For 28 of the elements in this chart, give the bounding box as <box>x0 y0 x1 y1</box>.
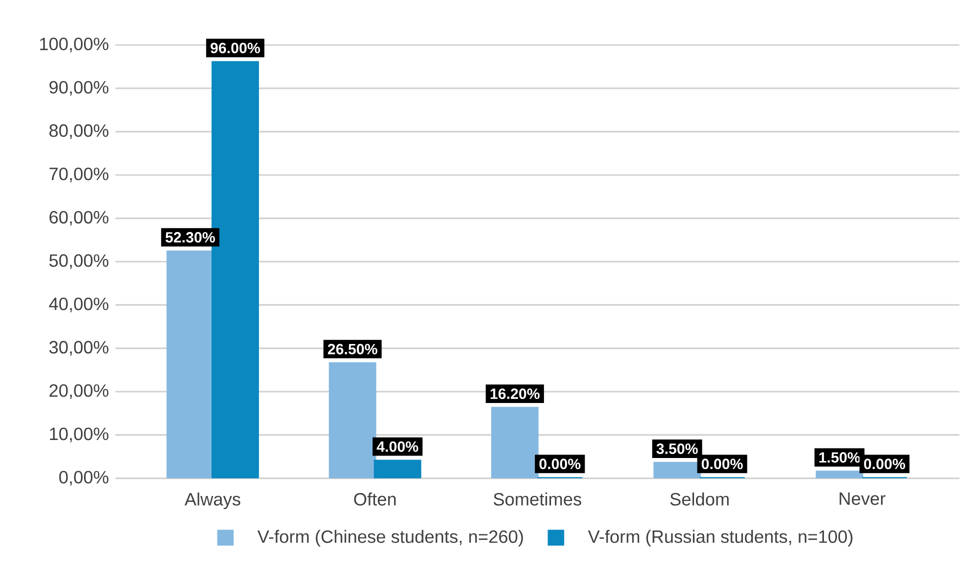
data-label: 0.00% <box>539 458 580 470</box>
data-label: 3.50% <box>656 444 698 454</box>
y-tick-label: 0,00% <box>59 471 108 486</box>
x-tick-label: Sometimes <box>494 492 582 506</box>
x-tick-label: Never <box>840 492 886 506</box>
legend-label: V-form (Russian students, n=100) <box>588 530 852 547</box>
y-tick-label: 90,00% <box>49 81 108 96</box>
x-tick-label: Seldom <box>670 492 729 506</box>
x-tick-label: Often <box>354 492 396 506</box>
y-tick-label: 50,00% <box>49 254 108 270</box>
x-tick-label: Always <box>184 492 240 510</box>
y-tick-label: 10,00% <box>50 428 108 442</box>
legend-label: V-form (Chinese students, n=260) <box>257 530 523 547</box>
data-label: 0.00% <box>702 458 743 470</box>
y-tick-label: 20,00% <box>50 384 108 400</box>
y-tick-label: 30,00% <box>49 341 108 356</box>
data-label: 16.20% <box>490 388 540 400</box>
y-tick-label: 80,00% <box>49 124 108 140</box>
data-label: 4.00% <box>376 441 418 452</box>
y-tick-label: 40,00% <box>49 298 108 312</box>
y-tick-label: 60,00% <box>50 211 108 226</box>
data-label: 0.00% <box>864 458 906 470</box>
data-label: 52.30% <box>166 232 215 243</box>
data-label: 96.00% <box>210 42 260 54</box>
y-tick-label: 100,00% <box>40 38 108 52</box>
data-label: 1.50% <box>819 452 860 463</box>
y-tick-label: 70,00% <box>50 168 108 182</box>
data-label: 26.50% <box>328 344 378 355</box>
